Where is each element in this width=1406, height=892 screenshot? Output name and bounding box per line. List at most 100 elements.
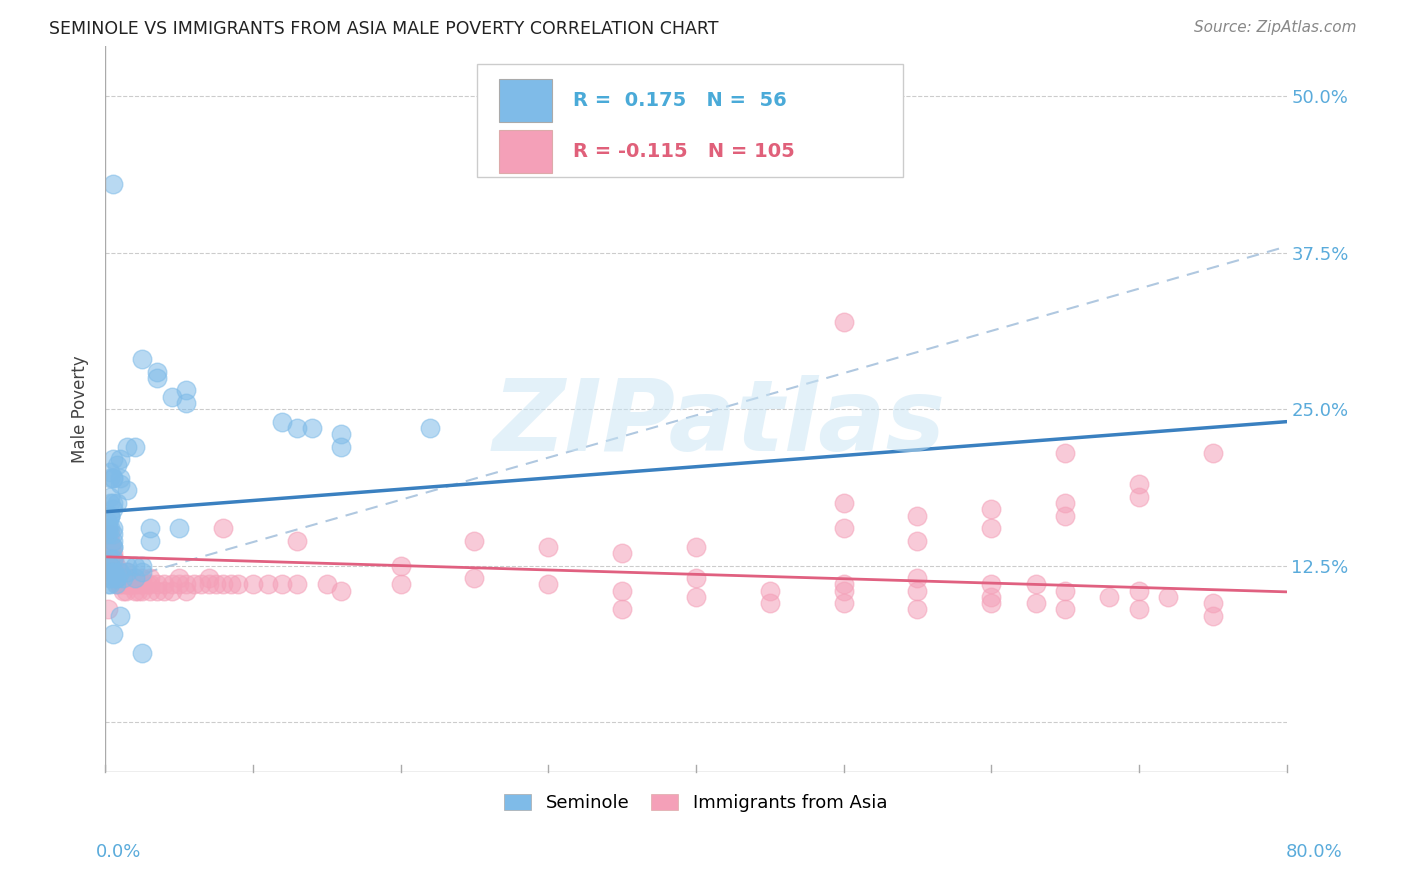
Point	[101, 552, 124, 566]
Point	[100, 540, 122, 554]
Point	[101, 452, 124, 467]
Point	[212, 577, 235, 591]
Point	[97, 533, 120, 548]
Y-axis label: Male Poverty: Male Poverty	[72, 355, 89, 463]
Point	[100, 552, 122, 566]
Point	[97, 521, 120, 535]
Point	[117, 577, 139, 591]
Text: ZIPatlas: ZIPatlas	[494, 376, 946, 472]
Point	[315, 577, 337, 591]
Text: SEMINOLE VS IMMIGRANTS FROM ASIA MALE POVERTY CORRELATION CHART: SEMINOLE VS IMMIGRANTS FROM ASIA MALE PO…	[49, 20, 718, 37]
Point	[242, 577, 264, 591]
Text: R =  0.175   N =  56: R = 0.175 N = 56	[574, 91, 787, 110]
Point	[111, 571, 134, 585]
FancyBboxPatch shape	[478, 64, 903, 177]
Text: 0.0%: 0.0%	[96, 843, 141, 861]
Point	[1157, 590, 1180, 604]
Point	[98, 527, 121, 541]
Point	[1202, 446, 1225, 460]
Point	[832, 314, 855, 328]
Point	[101, 546, 124, 560]
Point	[832, 496, 855, 510]
Point	[1054, 508, 1077, 523]
Point	[1054, 446, 1077, 460]
Point	[905, 508, 928, 523]
Point	[176, 577, 198, 591]
Point	[108, 571, 131, 585]
Point	[330, 427, 353, 442]
Point	[101, 552, 124, 566]
Point	[104, 565, 127, 579]
Point	[98, 465, 121, 479]
Point	[97, 602, 120, 616]
Point	[104, 577, 127, 591]
Point	[160, 577, 183, 591]
Point	[271, 577, 294, 591]
Point	[101, 540, 124, 554]
Point	[103, 565, 125, 579]
Point	[685, 571, 707, 585]
Point	[1025, 596, 1047, 610]
Point	[176, 384, 198, 398]
Point	[120, 571, 142, 585]
Point	[108, 608, 131, 623]
Point	[146, 583, 169, 598]
Point	[167, 521, 190, 535]
Point	[758, 583, 780, 598]
Point	[685, 590, 707, 604]
Point	[167, 571, 190, 585]
Point	[98, 558, 121, 573]
Point	[98, 508, 121, 523]
Point	[197, 571, 219, 585]
Point	[131, 565, 153, 579]
Point	[117, 565, 139, 579]
Point	[103, 552, 125, 566]
Point	[107, 571, 129, 585]
Point	[108, 452, 131, 467]
Point	[120, 577, 142, 591]
Point	[905, 533, 928, 548]
Point	[108, 565, 131, 579]
Text: Source: ZipAtlas.com: Source: ZipAtlas.com	[1194, 20, 1357, 35]
Point	[98, 571, 121, 585]
Point	[146, 365, 169, 379]
Point	[101, 565, 124, 579]
Point	[98, 546, 121, 560]
Point	[98, 565, 121, 579]
Point	[131, 646, 153, 660]
Point	[97, 527, 120, 541]
Point	[101, 558, 124, 573]
Point	[905, 583, 928, 598]
Text: R = -0.115   N = 105: R = -0.115 N = 105	[574, 142, 794, 161]
Point	[101, 521, 124, 535]
Point	[980, 502, 1002, 516]
FancyBboxPatch shape	[499, 129, 551, 173]
Point	[905, 602, 928, 616]
Point	[98, 471, 121, 485]
Point	[190, 577, 212, 591]
Point	[153, 577, 176, 591]
Point	[537, 540, 560, 554]
Point	[100, 558, 122, 573]
Point	[117, 558, 139, 573]
Point	[111, 571, 134, 585]
Point	[97, 577, 120, 591]
Point	[97, 521, 120, 535]
Point	[101, 527, 124, 541]
Point	[103, 558, 125, 573]
Point	[285, 577, 308, 591]
Point	[1025, 577, 1047, 591]
Point	[389, 558, 412, 573]
Point	[131, 571, 153, 585]
Point	[1054, 496, 1077, 510]
Point	[107, 577, 129, 591]
Point	[212, 521, 235, 535]
Point	[1054, 602, 1077, 616]
Point	[610, 602, 633, 616]
Point	[105, 571, 128, 585]
Point	[124, 558, 146, 573]
Point	[1128, 490, 1150, 504]
Point	[108, 471, 131, 485]
Point	[100, 546, 122, 560]
Point	[153, 583, 176, 598]
